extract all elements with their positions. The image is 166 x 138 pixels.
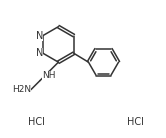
Text: NH: NH <box>42 71 56 80</box>
Text: HCl: HCl <box>127 117 144 127</box>
Text: H2N: H2N <box>12 85 31 94</box>
Text: HCl: HCl <box>28 117 45 127</box>
Text: N: N <box>36 48 43 58</box>
Text: N: N <box>36 30 43 41</box>
